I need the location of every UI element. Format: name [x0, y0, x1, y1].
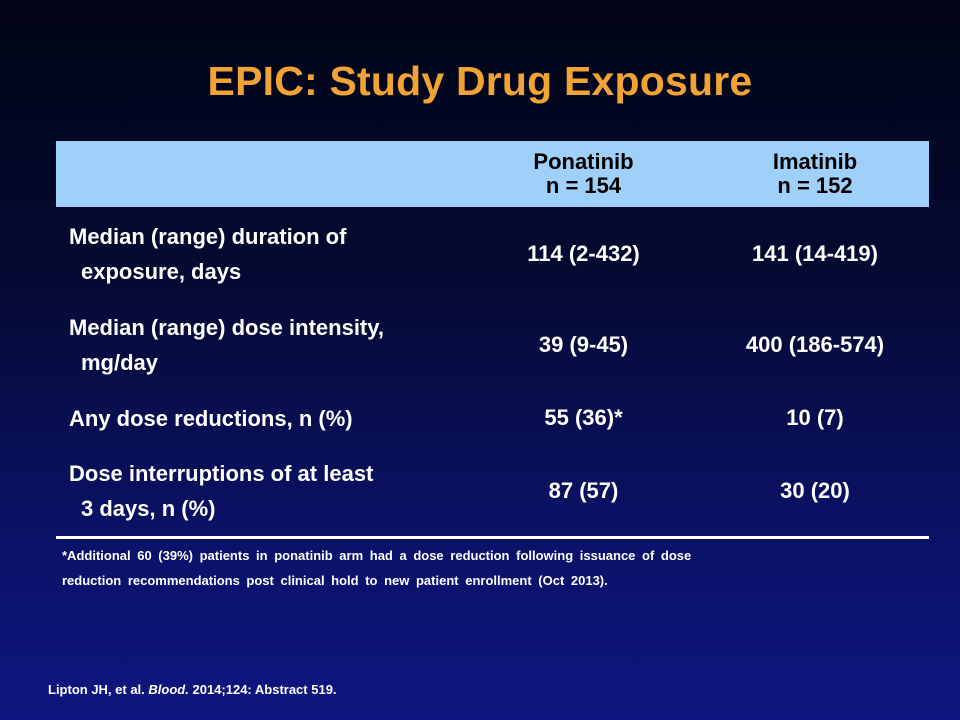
header-ponatinib-n: n = 154: [545, 173, 622, 198]
cell-ponatinib-dose-interruptions: 87 (57): [466, 446, 701, 539]
table-header-row: Ponatinib n = 154 Imatinib n = 152: [56, 141, 929, 207]
row-label-line2: exposure, days: [81, 258, 242, 284]
cell-ponatinib-dose-reductions: 55 (36)*: [544, 405, 623, 430]
exposure-table: Ponatinib n = 154 Imatinib n = 152 Media…: [56, 141, 929, 539]
row-label-duration: Median (range) duration of exposure, day…: [56, 207, 466, 300]
row-label-line2: mg/day: [81, 350, 159, 375]
citation-journal: Blood.: [148, 682, 189, 697]
cell-ponatinib-duration: 114 (2-432): [527, 240, 640, 266]
header-ponatinib: Ponatinib n = 154: [466, 141, 701, 207]
citation-authors: Lipton JH, et al.: [48, 682, 145, 697]
table-row: Dose interruptions of at least 3 days, n…: [56, 446, 929, 539]
slide-title: EPIC: Study Drug Exposure: [207, 58, 753, 104]
cell-ponatinib-dose-intensity: 39 (9-45): [538, 332, 629, 357]
row-label-line1: Dose interruptions of at least: [69, 461, 374, 486]
row-label-line1: Median (range) dose intensity,: [69, 315, 384, 340]
footnote-line2: reduction recommendations post clinical …: [62, 573, 608, 588]
header-imatinib: Imatinib n = 152: [701, 141, 929, 207]
header-imatinib-name: Imatinib: [772, 149, 858, 174]
cell-imatinib-duration: 141 (14-419): [752, 240, 878, 266]
footnote-line1: *Additional 60 (39%) patients in ponatin…: [62, 548, 692, 563]
table-row: Median (range) dose intensity, mg/day 39…: [56, 300, 929, 390]
cell-imatinib-dose-intensity: 400 (186-574): [745, 332, 885, 357]
row-label-dose-interruptions: Dose interruptions of at least 3 days, n…: [56, 446, 466, 539]
row-label-dose-intensity: Median (range) dose intensity, mg/day: [56, 300, 466, 390]
row-label-line2: 3 days, n (%): [81, 496, 216, 521]
row-label-dose-reductions: Any dose reductions, n (%): [56, 390, 466, 446]
row-label-line1: Any dose reductions, n (%): [69, 405, 353, 431]
cell-imatinib-dose-interruptions: 30 (20): [701, 446, 929, 539]
header-empty-cell: [56, 141, 466, 207]
header-ponatinib-name: Ponatinib: [533, 149, 634, 174]
table-row: Median (range) duration of exposure, day…: [56, 207, 929, 300]
cell-imatinib-dose-reductions: 10 (7): [786, 405, 844, 430]
footnote: *Additional 60 (39%) patients in ponatin…: [62, 543, 862, 593]
table-row: Any dose reductions, n (%) 55 (36)* 10 (…: [56, 390, 929, 446]
citation: Lipton JH, et al. Blood. 2014;124: Abstr…: [48, 682, 337, 697]
row-label-line1: Median (range) duration of: [69, 223, 347, 249]
citation-details: 2014;124: Abstract 519.: [192, 682, 337, 697]
header-imatinib-n: n = 152: [777, 173, 853, 198]
